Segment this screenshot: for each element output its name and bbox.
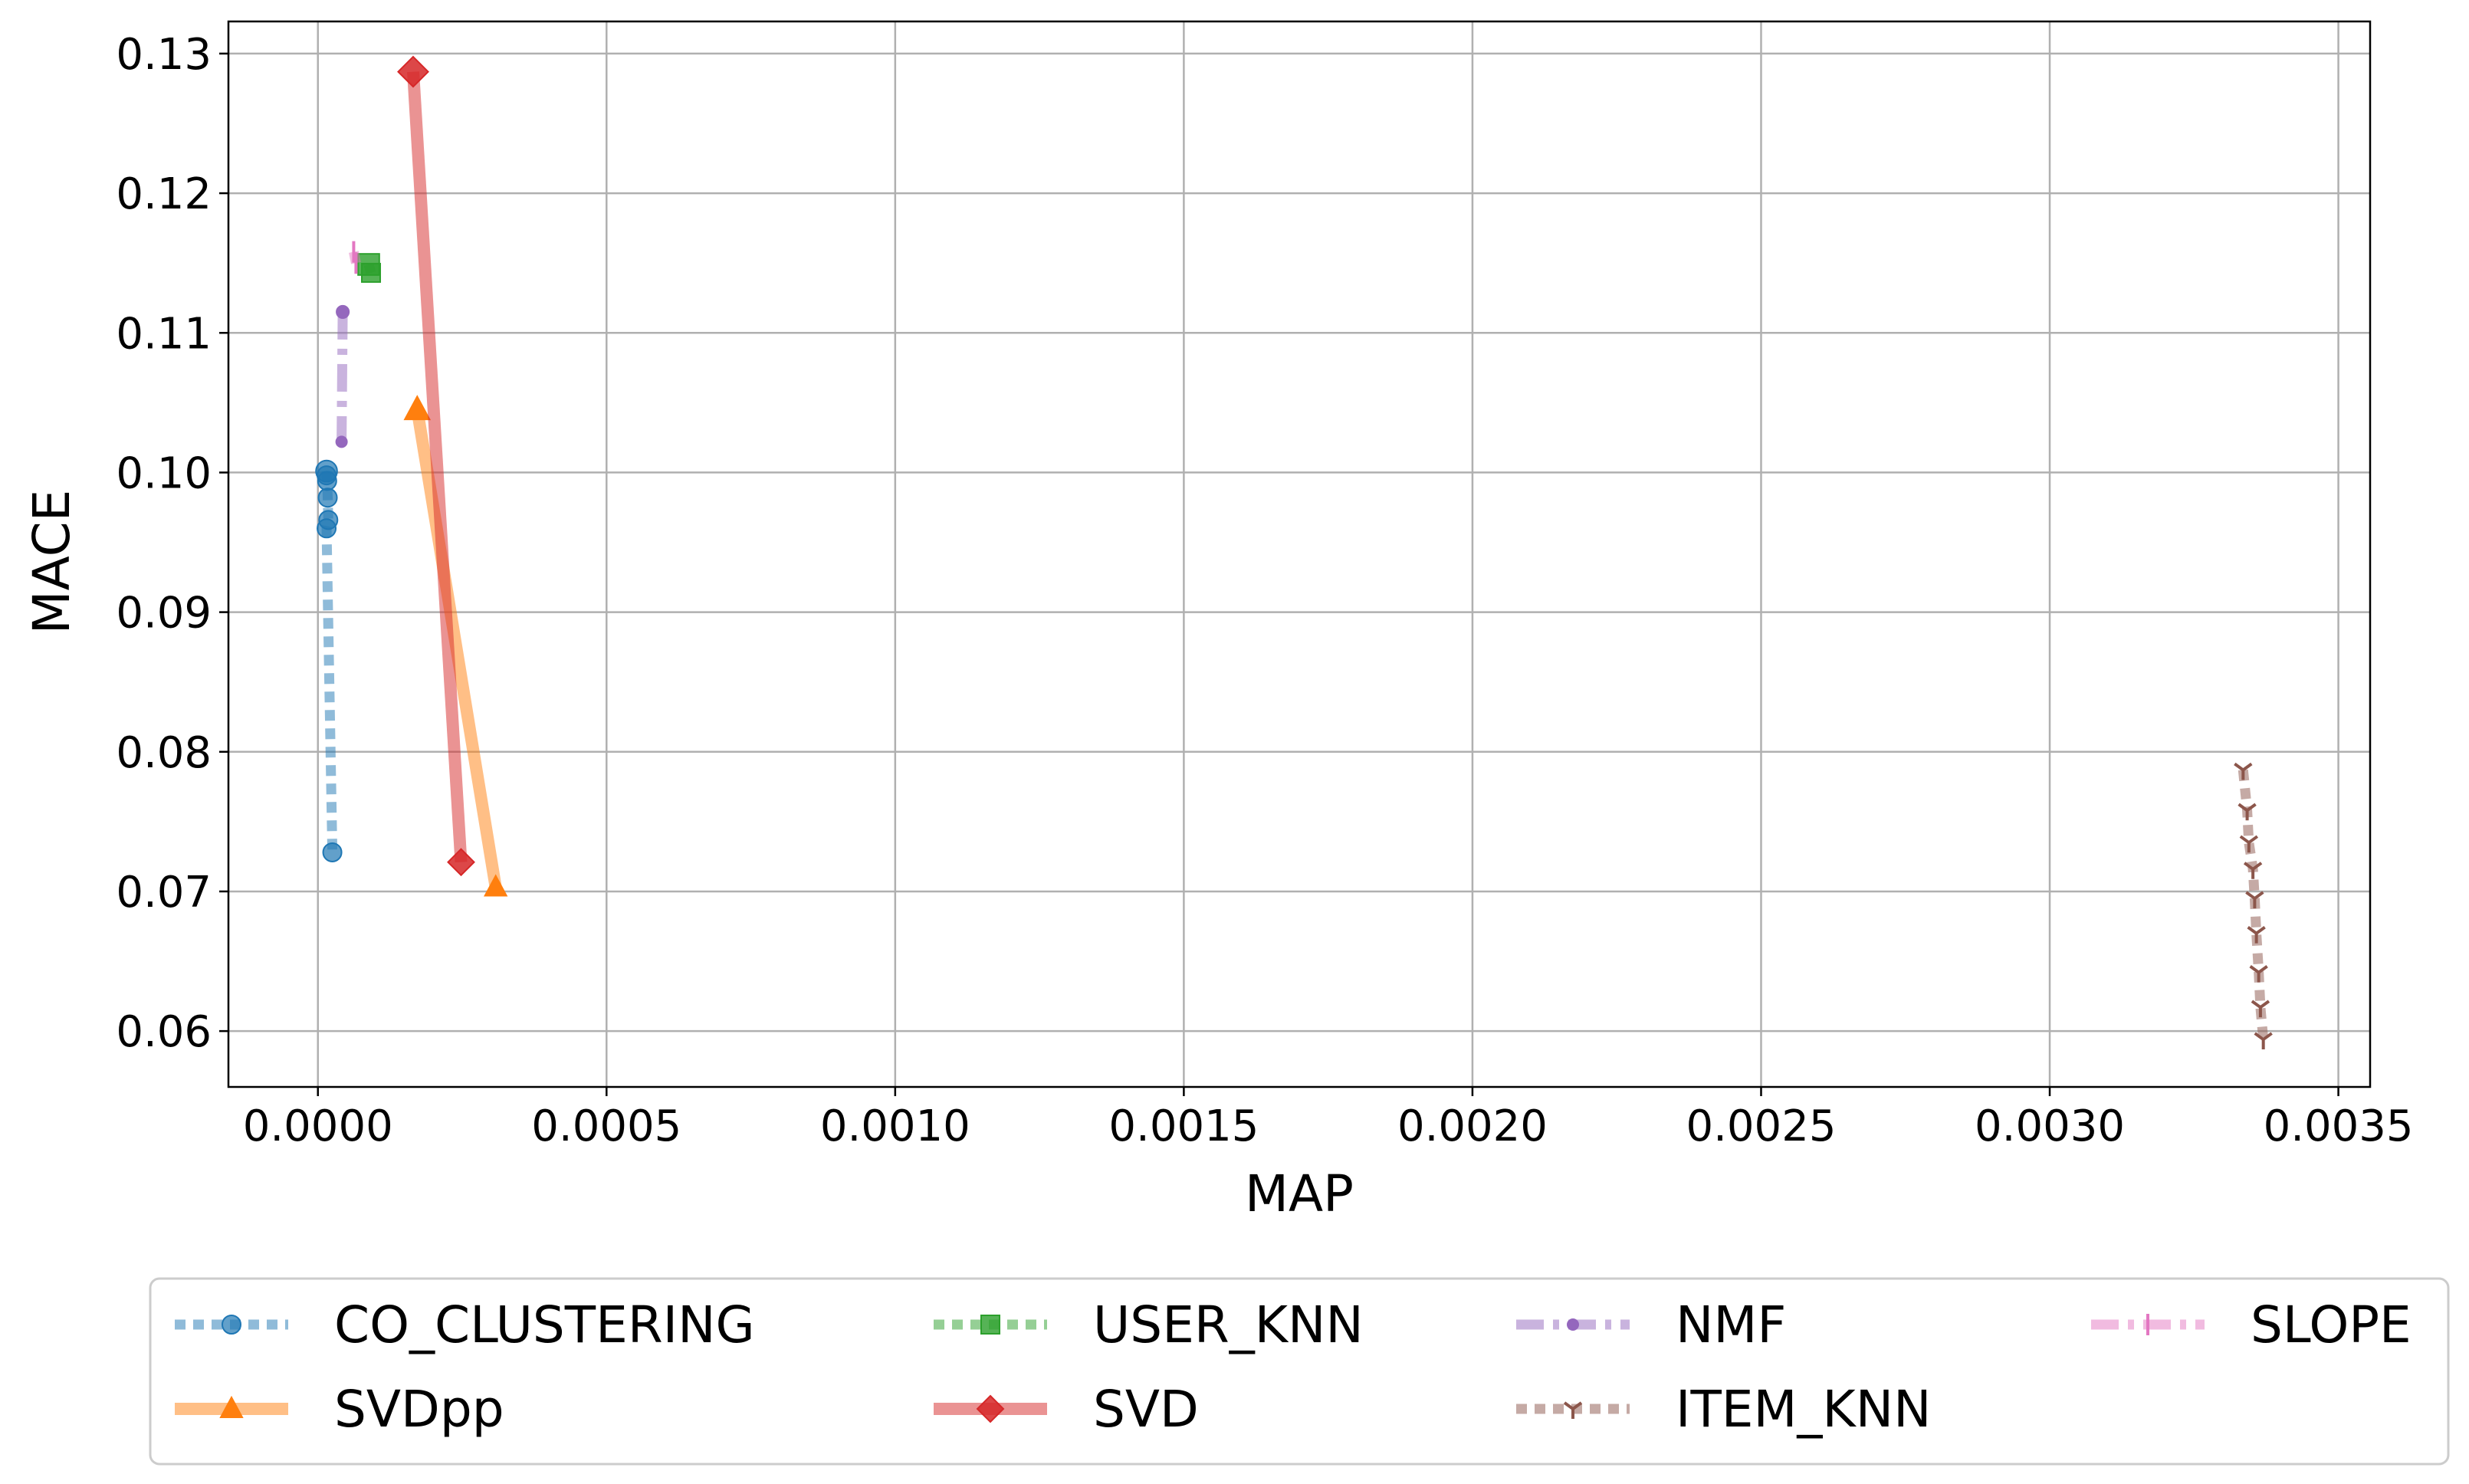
data-point xyxy=(447,848,475,877)
x-axis-label: MAP xyxy=(1245,1164,1354,1223)
legend-item-item-knn: ITEM_KNN xyxy=(1516,1380,1931,1439)
data-point xyxy=(2247,925,2266,944)
data-point xyxy=(335,435,348,448)
legend-item-co-clustering: CO_CLUSTERING xyxy=(175,1295,755,1354)
legend-marker-swatch xyxy=(976,1394,1005,1423)
data-point xyxy=(317,488,338,508)
x-axis-ticks: 0.0000 0.0005 0.0010 0.0015 0.0020 0.0025 0.00… xyxy=(243,1087,2414,1151)
plot-frame xyxy=(227,20,2372,1088)
series-line xyxy=(407,71,468,863)
y-tick-label: 0.08 xyxy=(116,728,212,778)
legend-label: NMF xyxy=(1676,1295,1786,1354)
x-tick-label: 0.0025 xyxy=(1686,1102,1837,1151)
legend-label: CO_CLUSTERING xyxy=(334,1295,755,1354)
series-co-clustering xyxy=(315,459,343,862)
x-tick-label: 0.0010 xyxy=(820,1102,970,1151)
legend-marker-swatch xyxy=(980,1315,1000,1335)
data-point xyxy=(317,518,337,539)
series-item-knn xyxy=(2234,762,2273,1050)
y-tick-label: 0.06 xyxy=(116,1007,212,1057)
y-tick-label: 0.11 xyxy=(116,309,212,359)
legend-item-nmf: NMF xyxy=(1516,1295,1786,1354)
x-tick-label: 0.0030 xyxy=(1975,1102,2125,1151)
y-tick-label: 0.07 xyxy=(116,868,212,918)
data-point xyxy=(2238,803,2257,821)
y-tick-label: 0.12 xyxy=(116,169,212,219)
legend-item-svdpp: SVDpp xyxy=(175,1380,504,1439)
x-tick-label: 0.0000 xyxy=(243,1102,393,1151)
y-tick-label: 0.13 xyxy=(116,30,212,80)
data-point xyxy=(2254,1032,2273,1050)
x-tick-label: 0.0015 xyxy=(1108,1102,1259,1151)
plot-background xyxy=(228,21,2370,1087)
data-point xyxy=(2249,965,2268,983)
data-point xyxy=(2239,835,2259,853)
data-point xyxy=(361,262,382,283)
legend: CO_CLUSTERING SVDpp USER_KNN SVD NMF ITEM_KNN… xyxy=(149,1277,2450,1466)
data-point xyxy=(397,55,429,88)
legend-label: USER_KNN xyxy=(1093,1295,1364,1354)
legend-label: SVD xyxy=(1093,1380,1199,1439)
series-nmf xyxy=(335,304,350,448)
data-point xyxy=(317,471,337,491)
legend-item-svd: SVD xyxy=(934,1380,1199,1439)
y-tick-label: 0.10 xyxy=(116,448,212,498)
series-line xyxy=(337,311,348,442)
data-point xyxy=(2243,862,2263,879)
series-svdpp xyxy=(403,395,508,897)
x-tick-label: 0.0020 xyxy=(1397,1102,1548,1151)
y-axis-label: MACE xyxy=(22,490,81,635)
y-tick-label: 0.09 xyxy=(116,589,212,639)
y-axis-ticks: 0.06 0.07 0.08 0.09 0.10 0.11 0.12 0.13 xyxy=(116,30,228,1057)
x-tick-label: 0.0005 xyxy=(531,1102,681,1151)
legend-marker-swatch xyxy=(1567,1318,1579,1331)
data-point xyxy=(336,304,350,319)
data-point xyxy=(403,395,432,421)
grid xyxy=(228,21,2370,1087)
data-point xyxy=(322,842,343,862)
legend-marker-swatch xyxy=(219,1395,244,1418)
legend-marker-swatch xyxy=(222,1315,241,1335)
data-point xyxy=(484,874,508,897)
legend-frame xyxy=(149,1277,2450,1466)
series-line xyxy=(411,409,502,888)
series-slope xyxy=(349,241,361,274)
data-point xyxy=(2245,891,2264,909)
legend-label: ITEM_KNN xyxy=(1676,1380,1931,1439)
legend-label: SLOPE xyxy=(2251,1295,2412,1354)
legend-marker-swatch xyxy=(1563,1401,1583,1419)
series-user-knn xyxy=(357,253,382,283)
legend-label: SVDpp xyxy=(334,1380,504,1439)
series-layer xyxy=(315,55,2273,1050)
legend-item-user-knn: USER_KNN xyxy=(934,1295,1364,1354)
x-tick-label: 0.0035 xyxy=(2264,1102,2414,1151)
data-point xyxy=(2234,762,2253,780)
legend-item-slope: SLOPE xyxy=(2091,1295,2412,1354)
series-svd xyxy=(397,55,475,877)
data-point xyxy=(2251,1000,2270,1018)
